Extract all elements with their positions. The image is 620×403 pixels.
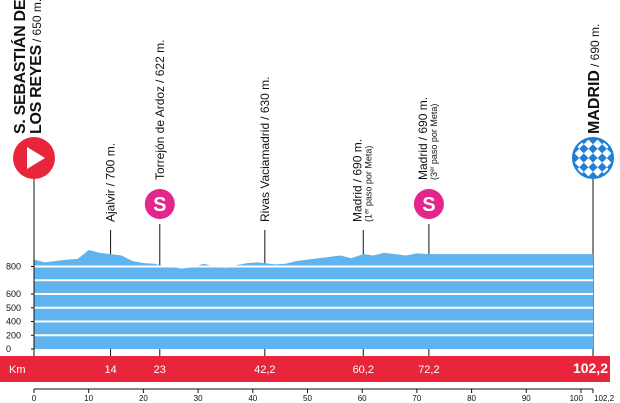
x-tick-label: 50: [303, 394, 312, 403]
sprint-icon: [144, 189, 175, 219]
x-tick-label: 80: [467, 394, 476, 403]
waypoint-name: Rivas Vaciamadrid/ 630 m.: [258, 76, 272, 222]
x-tick-label: 60: [358, 394, 367, 403]
sprint-icon: [413, 189, 444, 219]
km-bar-background: [0, 356, 610, 382]
waypoint: MADRID/ 690 m.: [572, 24, 614, 356]
waypoint-name: Ajalvir/ 700 m.: [104, 143, 118, 222]
km-label: Km: [9, 364, 26, 376]
finish-flag-icon: [572, 137, 614, 179]
waypoint-name-line2: LOS REYES/ 650 m.: [28, 0, 45, 134]
waypoints-layer: S. SEBASTIÁN DE LOS REYES/ 650 m. Ajalvir/…: [10, 0, 614, 356]
waypoint-name: Madrid/ 690 m.: [350, 139, 364, 222]
y-tick-label: 200: [6, 330, 21, 340]
km-mark-label: 72,2: [418, 364, 439, 376]
km-mark-label: 14: [104, 364, 116, 376]
y-tick-label: 400: [6, 317, 21, 327]
x-tick-label: 90: [522, 394, 531, 403]
km-mark-label: 102,2: [573, 360, 608, 376]
sprint-symbol: S: [422, 194, 435, 216]
sprint-symbol: S: [153, 194, 166, 216]
elevation-fill: [34, 250, 593, 349]
km-mark-label: 23: [154, 364, 166, 376]
y-tick-label: 600: [6, 289, 21, 299]
km-mark-label: 42,2: [254, 364, 275, 376]
waypoint-note: (1er paso por Meta): [363, 146, 373, 222]
y-tick-label: 500: [6, 303, 21, 313]
x-tick-label: 0: [32, 394, 37, 403]
x-tick-label: 30: [194, 394, 203, 403]
waypoint: S Madrid/ 690 m.(3er paso por Meta): [413, 97, 444, 356]
y-tick-label: 0: [6, 344, 11, 354]
x-axis: 0 10 20 30 40 50 60 70 80 90 100 102,2: [32, 388, 615, 403]
start-arrow-shape: [27, 147, 45, 169]
km-bar: Km 14 23 42,2 60,2 72,2 102,2: [0, 356, 610, 382]
waypoint-name: Torrejón de Ardoz/ 622 m.: [153, 40, 167, 180]
y-axis: 0 200 400 500 600 800: [6, 180, 35, 354]
waypoint-name: S. SEBASTIÁN DE: [10, 0, 29, 134]
x-tick-label: 20: [139, 394, 148, 403]
waypoint: Madrid/ 690 m.(1er paso por Meta): [350, 139, 373, 356]
waypoint: Ajalvir/ 700 m.: [104, 143, 118, 356]
x-tick-label: 40: [248, 394, 257, 403]
waypoint-name: Madrid/ 690 m.: [416, 97, 430, 180]
y-tick-label: 800: [6, 262, 21, 272]
km-mark-label: 60,2: [353, 364, 374, 376]
waypoint: S. SEBASTIÁN DE LOS REYES/ 650 m.: [10, 0, 55, 356]
x-tick-label: 102,2: [594, 394, 615, 403]
waypoint-name: MADRID/ 690 m.: [586, 24, 603, 134]
waypoint-note: (3er paso por Meta): [429, 104, 439, 180]
elevation-area: [34, 250, 593, 349]
x-tick-label: 10: [84, 394, 93, 403]
x-tick-label: 70: [412, 394, 421, 403]
x-tick-label: 100: [570, 394, 584, 403]
